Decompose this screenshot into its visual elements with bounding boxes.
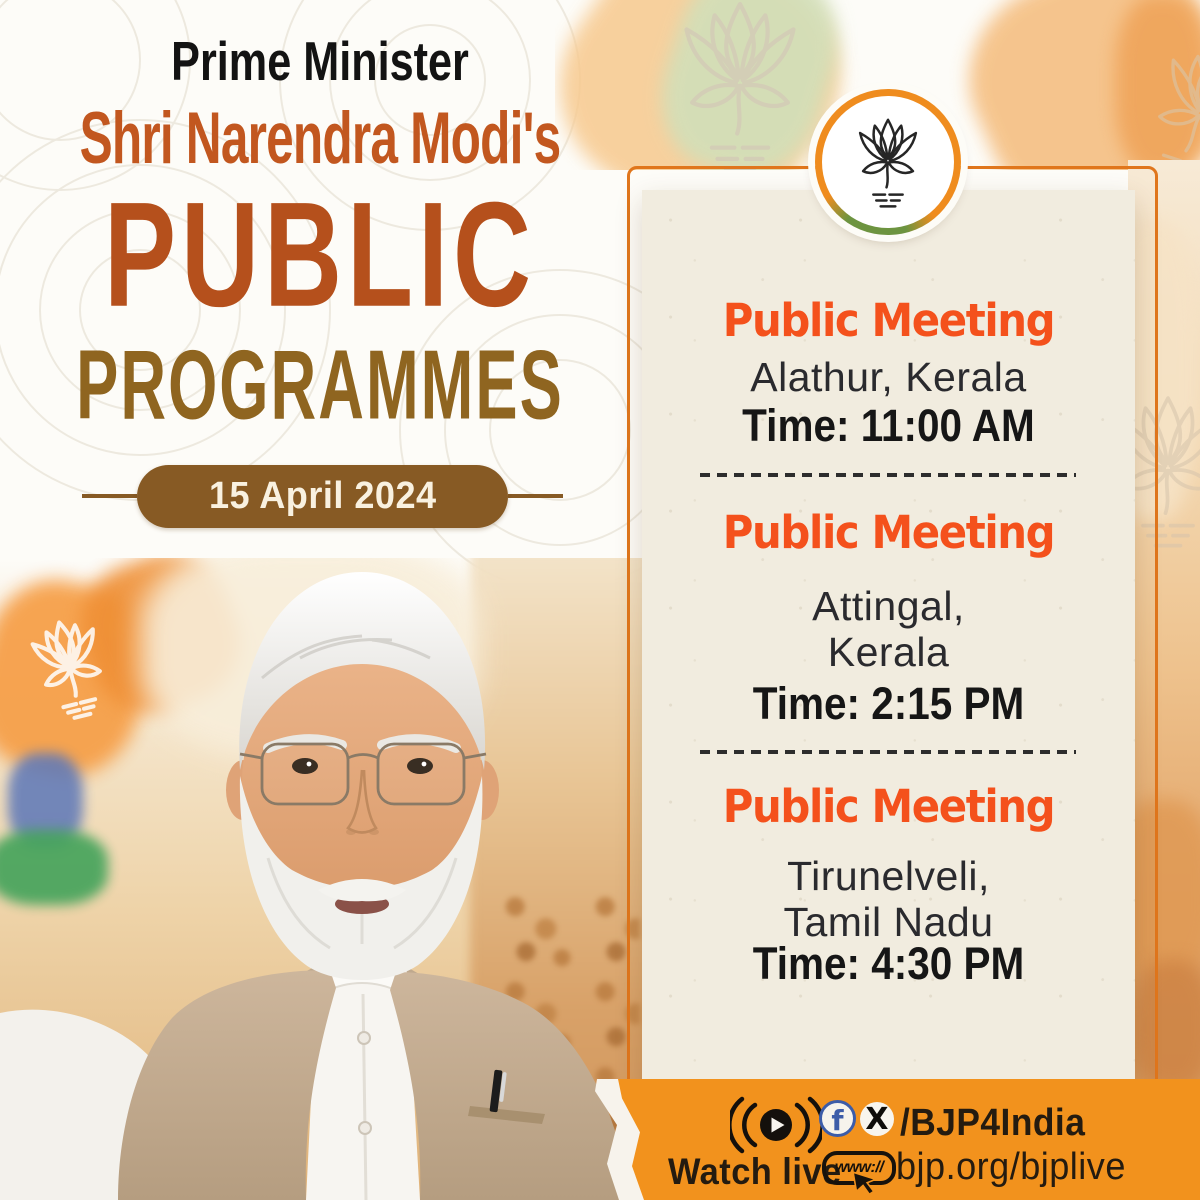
glasses-icon xyxy=(239,742,487,806)
meeting-2-location-line2: Kerala xyxy=(827,629,950,675)
crowd-blur xyxy=(1128,800,1200,980)
headline-public: PUBLIC xyxy=(104,170,536,338)
meeting-2-time: Time: 2:15 PM xyxy=(752,678,1025,729)
meeting-1-time: Time: 11:00 AM xyxy=(742,400,1035,451)
watch-live-label: Watch live xyxy=(668,1151,842,1192)
name-title: Shri Narendra Modi's xyxy=(79,98,562,180)
modi-photo xyxy=(0,558,648,1200)
left-eye xyxy=(292,758,318,774)
facebook-icon: f xyxy=(819,1100,856,1137)
live-play-icon xyxy=(730,1096,822,1154)
footer-band xyxy=(618,1079,1200,1200)
eye-glint xyxy=(421,761,427,767)
meeting-3-time: Time: 4:30 PM xyxy=(752,938,1025,989)
hair-texture xyxy=(261,634,431,680)
x-twitter-icon: X xyxy=(860,1101,894,1137)
www-badge-label: www:// xyxy=(834,1159,884,1176)
green-flag xyxy=(0,830,108,905)
vest-left xyxy=(118,970,336,1200)
pretitle: Prime Minister xyxy=(171,31,469,93)
meeting-1-label: Public Meeting xyxy=(722,294,1056,347)
mustache xyxy=(318,879,406,902)
nostril xyxy=(369,829,379,835)
x-glyph: X xyxy=(865,1101,889,1137)
date-badge: 15 April 2024 xyxy=(137,465,508,528)
vest-pocket xyxy=(468,1106,545,1124)
pocket-pen xyxy=(489,1069,503,1113)
right-eye xyxy=(407,758,433,774)
schedule-card-panel xyxy=(642,190,1135,1090)
cursor-arrow-icon xyxy=(852,1171,879,1196)
headline-programmes: PROGRAMMES xyxy=(76,331,564,441)
website-url: bjp.org/bjplive xyxy=(896,1146,1126,1188)
white-beard xyxy=(239,776,483,980)
dashed-divider xyxy=(700,750,1076,754)
meeting-2-location-line1: Attingal, xyxy=(812,583,965,629)
top-flag-collage xyxy=(555,0,1200,170)
meeting-3-label: Public Meeting xyxy=(722,780,1056,833)
crowd-blur xyxy=(1133,960,1200,1085)
bjp-logo-badge xyxy=(815,89,961,235)
dashed-divider xyxy=(700,473,1076,477)
kurta-placket xyxy=(361,993,368,1200)
bjp-lotus-icon xyxy=(822,96,954,228)
nose xyxy=(346,769,378,834)
meeting-2-label: Public Meeting xyxy=(722,506,1056,559)
meeting-3-location-line2: Tamil Nadu xyxy=(783,899,994,945)
vest-right xyxy=(390,972,630,1200)
nostril xyxy=(346,829,356,835)
date-pill-line-right xyxy=(508,494,563,498)
social-handle: /BJP4India xyxy=(900,1102,1086,1144)
pen-clip xyxy=(499,1072,507,1102)
kurta-button xyxy=(357,1031,371,1045)
white-hair xyxy=(239,572,486,770)
meeting-3-location-line1: Tirunelveli, xyxy=(787,853,990,899)
date-badge-label: 15 April 2024 xyxy=(208,475,437,517)
date-pill-line-left xyxy=(82,494,137,498)
eye-glint xyxy=(306,761,312,767)
orange-flag-blur xyxy=(1115,0,1200,170)
facebook-glyph: f xyxy=(831,1104,844,1137)
meeting-1-location: Alathur, Kerala xyxy=(750,354,1027,400)
modi-portrait xyxy=(0,572,630,1200)
kurta-button xyxy=(358,1121,372,1135)
right-crowd-strip xyxy=(1128,160,1200,1085)
